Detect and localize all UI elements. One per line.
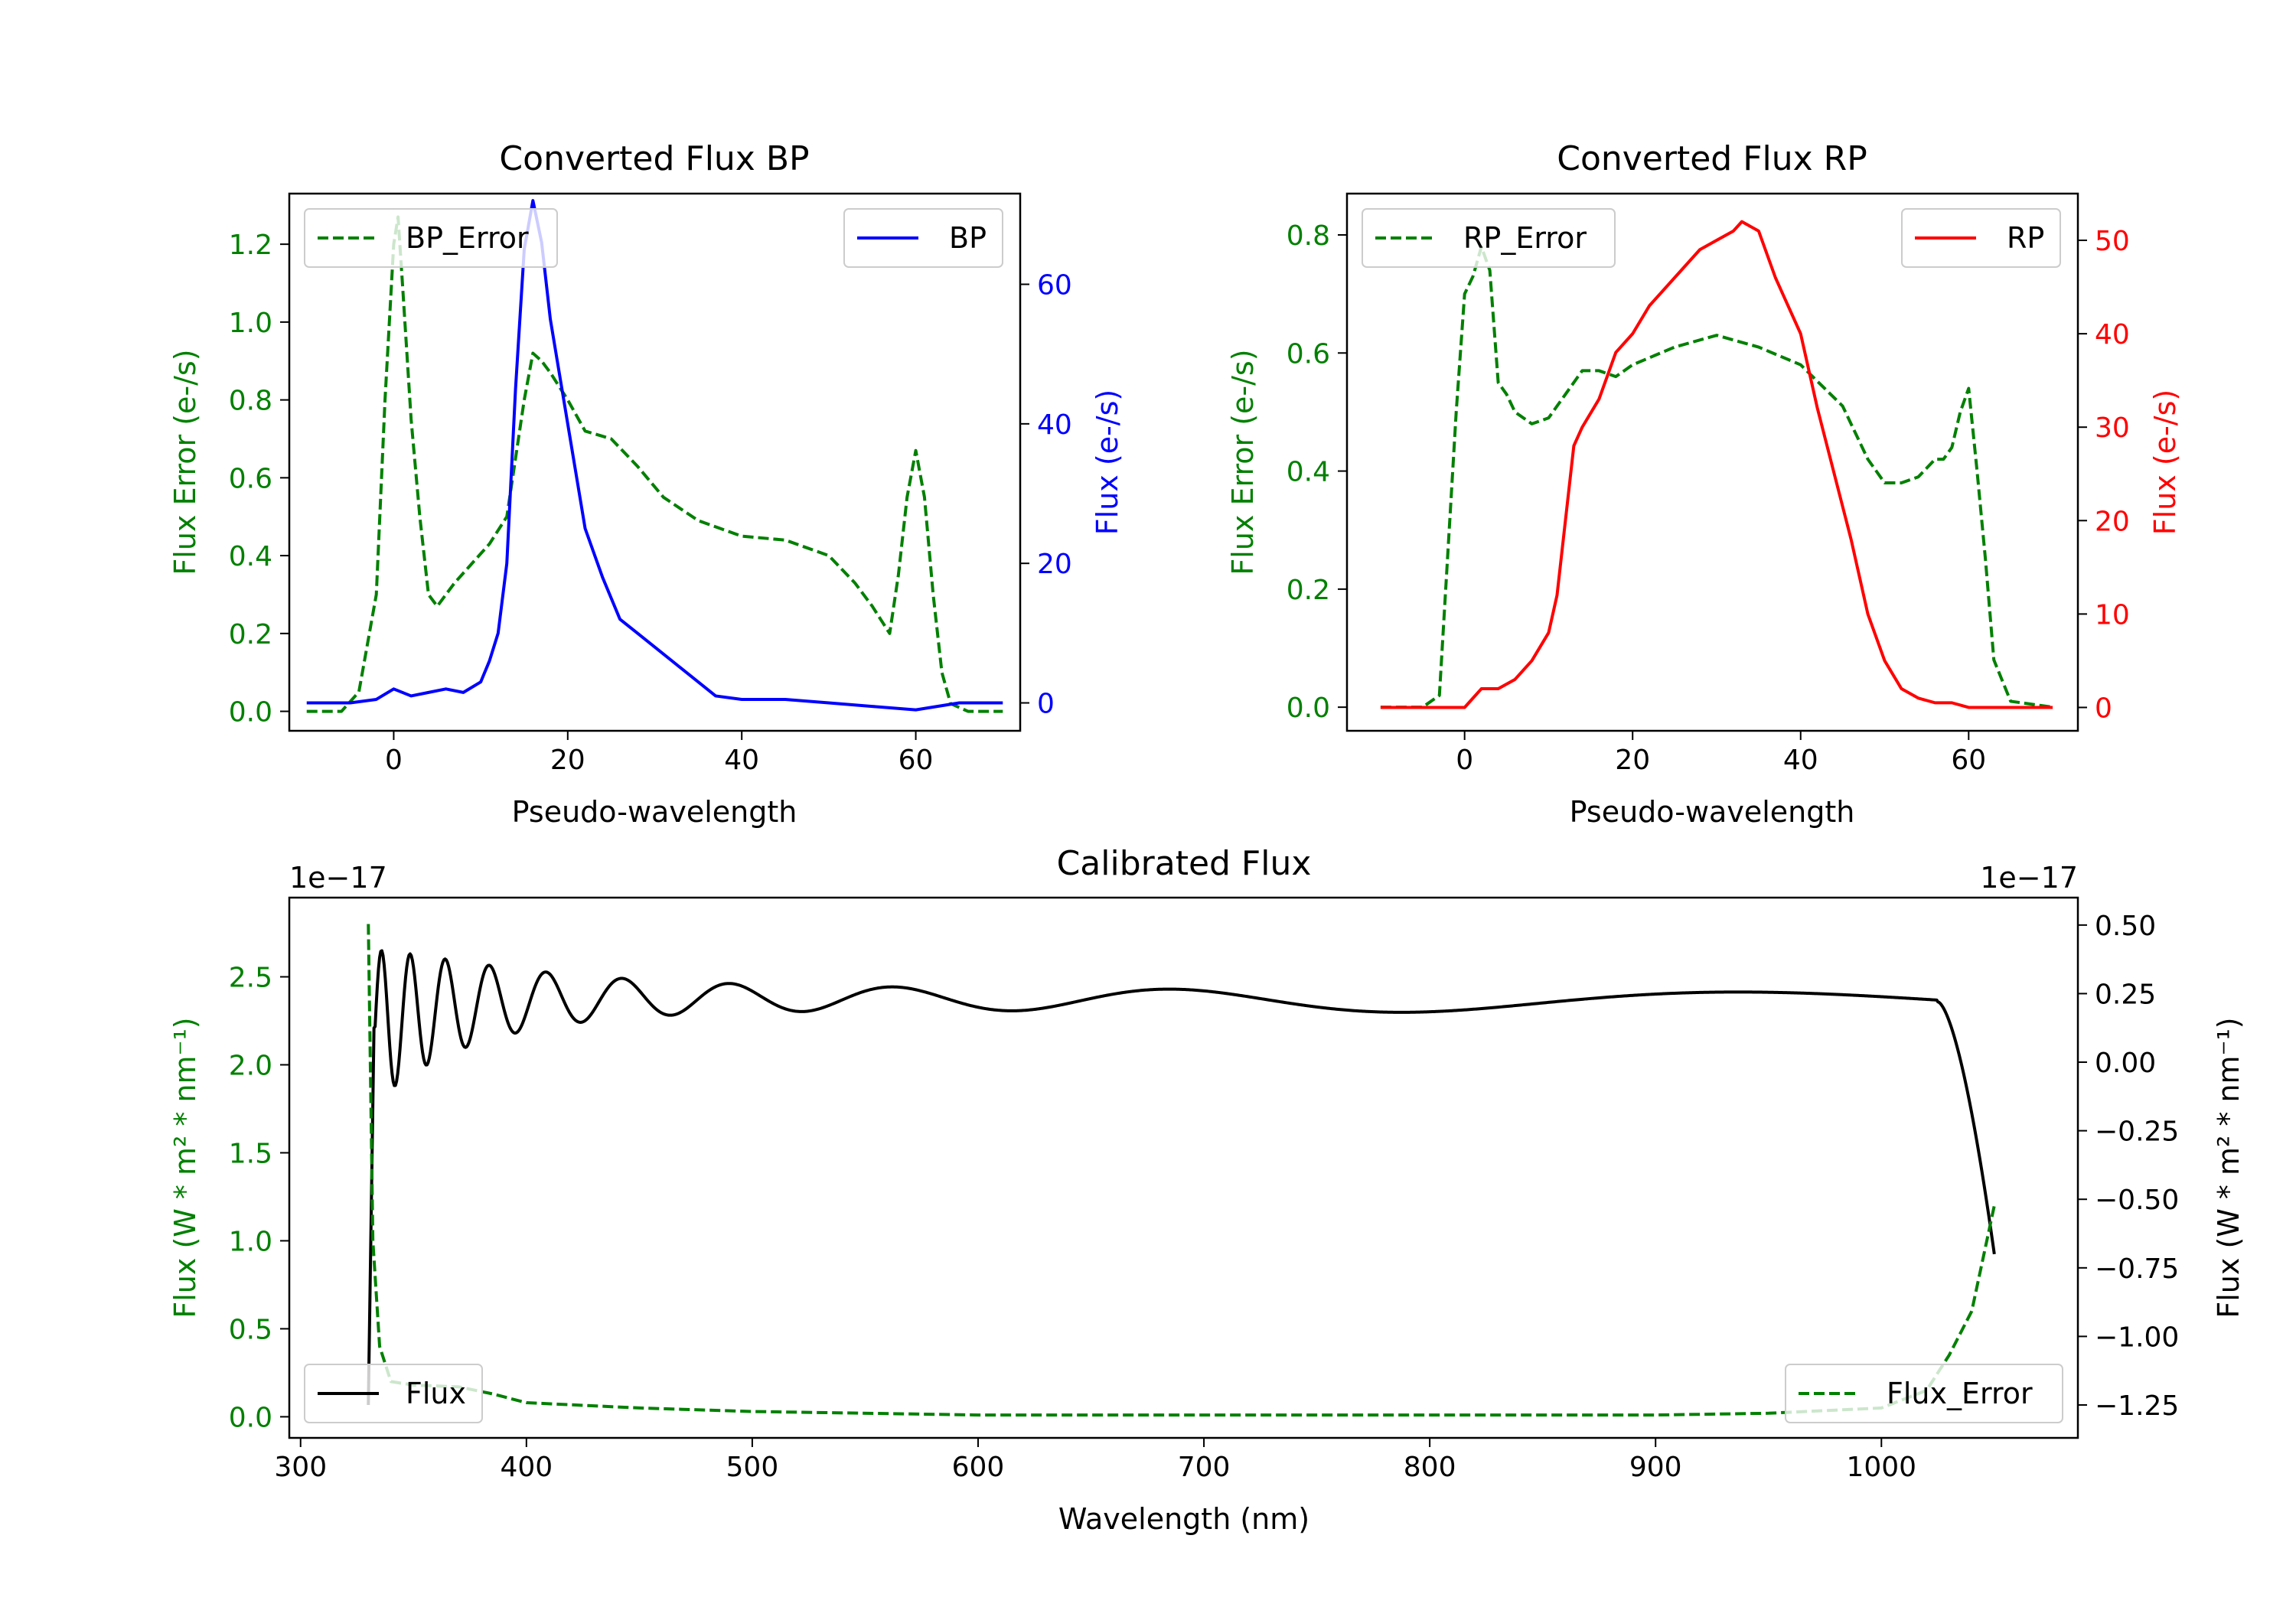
- x-tick-label: 600: [952, 1452, 1005, 1483]
- bp-legend-flux-label: BP: [949, 221, 987, 255]
- bp-axes-frame: [288, 192, 1022, 732]
- y-right-tick-label: −1.00: [2095, 1322, 2179, 1353]
- y-left-tick-label: 2.0: [229, 1050, 272, 1081]
- y-right-tick-label: 0: [1037, 689, 1055, 720]
- y-left-tick-label: 0.0: [229, 1402, 272, 1433]
- rp-ylabel-right: Flux (e-/s): [2148, 390, 2182, 535]
- bp-legend-error: BP_Error: [304, 208, 558, 268]
- y-right-tick-label: 0.50: [2095, 911, 2156, 942]
- x-tick-label: 60: [1951, 745, 1986, 776]
- calibrated-offset-right: 1e−17: [1980, 861, 2078, 895]
- calibrated-axes-frame: [288, 896, 2079, 1439]
- x-tick-label: 40: [724, 745, 759, 776]
- y-right-tick-label: 20: [2095, 506, 2130, 537]
- x-tick-label: 400: [500, 1452, 553, 1483]
- bp-legend-error-box: [304, 208, 558, 268]
- rp-title: Converted Flux RP: [1557, 139, 1867, 178]
- y-left-tick-label: 0.4: [229, 541, 272, 572]
- calibrated-legend-flux: Flux: [304, 1364, 483, 1423]
- calibrated-offset-left: 1e−17: [289, 861, 387, 895]
- y-right-tick-label: 60: [1037, 270, 1072, 302]
- bp-series-group: [306, 199, 1003, 713]
- x-tick-label: 60: [899, 745, 934, 776]
- y-right-tick-label: 20: [1037, 549, 1072, 580]
- x-tick-label: 20: [1615, 745, 1650, 776]
- calibrated-xlabel: Wavelength (nm): [1058, 1502, 1309, 1536]
- calibrated-panel: Calibrated Flux 1e−17 1e−17 300 400 500 600…: [168, 844, 2245, 1536]
- rp-legend-flux-box: [1901, 208, 2061, 268]
- series-line-rp: [1380, 220, 2053, 709]
- y-left-tick-label: 0.0: [229, 697, 272, 729]
- rp-ticks: 0 20 40 60 0.0 0.2 0.4 0.6 0.8 0 10 20 30 40 50: [1287, 220, 2130, 776]
- y-left-tick-label: 0.0: [1287, 693, 1330, 724]
- y-left-tick-label: 0.2: [1287, 575, 1330, 606]
- y-right-tick-label: 10: [2095, 599, 2130, 631]
- bp-ylabel-left: Flux Error (e-/s): [168, 349, 202, 575]
- calibrated-legend-flux-box: [304, 1364, 483, 1423]
- y-left-tick-label: 1.5: [229, 1138, 272, 1169]
- x-tick-label: 40: [1783, 745, 1818, 776]
- y-right-tick-label: 0.25: [2095, 979, 2156, 1010]
- bp-title: Converted Flux BP: [499, 139, 809, 178]
- calibrated-legend-error: Flux_Error: [1785, 1364, 2063, 1423]
- calibrated-title: Calibrated Flux: [1057, 844, 1312, 883]
- bp-xlabel: Pseudo-wavelength: [512, 795, 797, 829]
- y-right-tick-label: 0: [2095, 693, 2112, 724]
- y-right-tick-label: −0.50: [2095, 1185, 2179, 1216]
- rp-legend-error-box: [1362, 208, 1616, 268]
- calibrated-ylabel-right: Flux (W * m² * nm⁻¹): [2212, 1017, 2245, 1318]
- y-left-tick-label: 1.0: [229, 1226, 272, 1257]
- y-left-tick-label: 0.8: [1287, 220, 1330, 252]
- y-right-tick-label: 40: [1037, 409, 1072, 441]
- rp-legend-error: RP_Error: [1362, 208, 1616, 268]
- bp-legend-flux-box: [843, 208, 1003, 268]
- bp-ticks: 0 20 40 60 0.0 0.2 0.4 0.6 0.8 1.0 1.2 0 20 40 60: [229, 230, 1072, 776]
- y-left-tick-label: 0.6: [1287, 338, 1330, 370]
- rp-axes-frame: [1345, 192, 2079, 732]
- rp-xlabel: Pseudo-wavelength: [1570, 795, 1855, 829]
- series-line-bp: [306, 199, 1003, 712]
- x-tick-label: 800: [1404, 1452, 1456, 1483]
- calibrated-legend-error-box: [1785, 1364, 2063, 1423]
- bp-ylabel-right: Flux (e-/s): [1091, 390, 1124, 535]
- x-tick-label: 700: [1178, 1452, 1231, 1483]
- x-tick-label: 20: [550, 745, 585, 776]
- calibrated-legend-flux-label: Flux: [406, 1377, 466, 1410]
- y-left-tick-label: 2.5: [229, 962, 272, 993]
- y-right-tick-label: 30: [2095, 412, 2130, 444]
- y-left-tick-label: 0.8: [229, 386, 272, 417]
- y-left-tick-label: 0.5: [229, 1314, 272, 1345]
- y-left-tick-label: 0.4: [1287, 457, 1330, 488]
- rp-legend-flux-label: RP: [2007, 221, 2044, 255]
- y-left-tick-label: 1.2: [229, 230, 272, 261]
- y-right-tick-label: 50: [2095, 226, 2130, 257]
- y-left-tick-label: 0.6: [229, 463, 272, 494]
- rp-legend-error-label: RP_Error: [1463, 221, 1587, 255]
- bp-legend-flux: BP: [843, 208, 1003, 268]
- x-tick-label: 0: [1456, 745, 1473, 776]
- series-line-flux: [367, 949, 1996, 1406]
- calibrated-ylabel-left: Flux (W * m² * nm⁻¹): [168, 1017, 202, 1318]
- bp-legend-error-label: BP_Error: [406, 221, 529, 255]
- rp-panel: Converted Flux RP 0 20 40 60 0.0 0.2 0.4 0.6 0.8…: [1226, 139, 2182, 829]
- y-right-tick-label: −0.25: [2095, 1116, 2179, 1148]
- x-tick-label: 0: [385, 745, 403, 776]
- rp-legend-flux: RP: [1901, 208, 2061, 268]
- x-tick-label: 500: [726, 1452, 779, 1483]
- rp-ylabel-left: Flux Error (e-/s): [1226, 349, 1260, 575]
- y-right-tick-label: 40: [2095, 319, 2130, 350]
- calibrated-legend-error-label: Flux_Error: [1887, 1377, 2033, 1410]
- y-left-tick-label: 1.0: [229, 308, 272, 339]
- calibrated-ticks: 300 400 500 600 700 800 900 1000 0.0 0.5 1.0 1.5 2.0…: [229, 911, 2180, 1483]
- x-tick-label: 1000: [1846, 1452, 1916, 1483]
- y-right-tick-label: 0.00: [2095, 1048, 2156, 1079]
- x-tick-label: 900: [1629, 1452, 1682, 1483]
- x-tick-label: 300: [274, 1452, 327, 1483]
- y-left-tick-label: 0.2: [229, 619, 272, 650]
- bp-panel: Converted Flux BP 0 20 40 60 0.0 0.2 0.4 0.6 0.8…: [168, 139, 1124, 829]
- y-right-tick-label: −0.75: [2095, 1253, 2179, 1285]
- y-right-tick-label: −1.25: [2095, 1390, 2179, 1422]
